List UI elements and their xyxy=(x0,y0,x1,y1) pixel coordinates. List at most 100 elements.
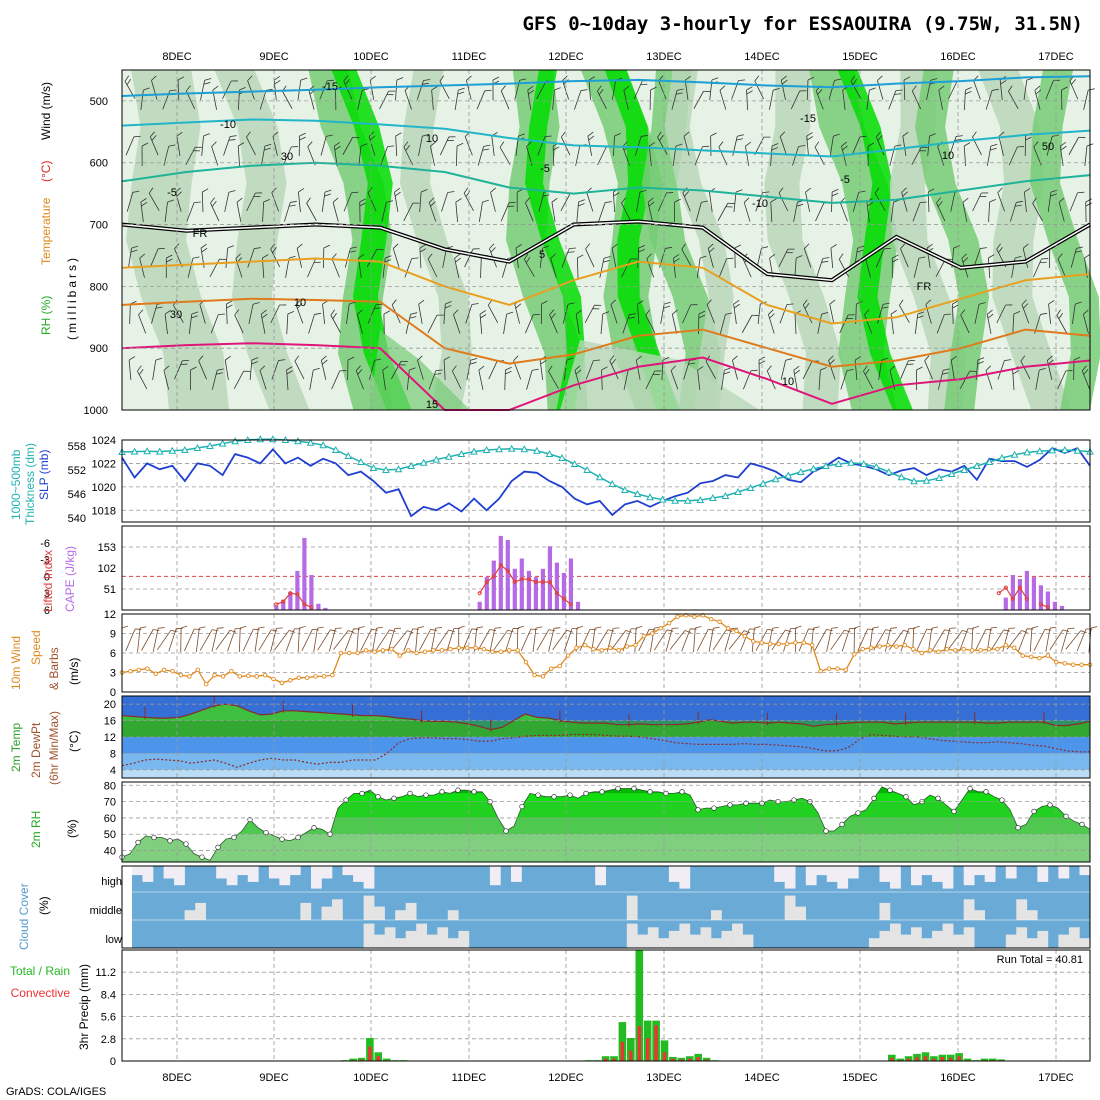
thickness-tick: 552 xyxy=(68,465,86,477)
wind-speed-marker xyxy=(885,642,891,648)
rh-label: RH (%) xyxy=(39,296,53,335)
wind-barb xyxy=(1081,365,1091,390)
precip-total-bar xyxy=(980,1058,989,1061)
wind-speed-marker xyxy=(330,672,335,678)
wind-barb xyxy=(778,248,795,268)
cloud-cell xyxy=(1079,938,1091,948)
cloud-cell xyxy=(890,866,901,889)
wind-barb xyxy=(247,75,255,100)
contour-annotation: FR xyxy=(917,281,932,293)
wind-speed-marker xyxy=(852,652,857,657)
dewpoint-band xyxy=(122,753,1090,770)
lifted-index-marker xyxy=(309,605,314,610)
wind-barb xyxy=(379,90,396,110)
wind-barb xyxy=(550,253,557,278)
wind-barb xyxy=(254,626,265,652)
bottom-date-label: 10DEC xyxy=(353,1072,389,1084)
lifted-index-marker xyxy=(1045,605,1051,610)
wind-barb xyxy=(1029,626,1039,652)
wind-barb xyxy=(541,300,548,324)
cloud-cell xyxy=(879,902,891,920)
wind-barb xyxy=(778,187,789,212)
wind-barb xyxy=(455,142,464,167)
wind-speed-marker xyxy=(271,676,276,682)
wind-barb xyxy=(793,365,801,390)
wind-barb xyxy=(516,625,524,653)
wind-barb xyxy=(561,131,571,156)
cape-tick: 102 xyxy=(98,563,116,575)
wind-barb xyxy=(756,246,769,268)
wind-barb xyxy=(549,309,558,334)
rh2m-marker xyxy=(199,854,205,860)
temp-panel: 20 16 12 8 4 xyxy=(104,695,1091,779)
wind-barb xyxy=(911,146,928,166)
contour-annotation: 10 xyxy=(294,297,306,309)
lifted-index-marker xyxy=(505,568,510,573)
precip-total-bar xyxy=(963,1058,972,1061)
pressure-tick: 700 xyxy=(90,220,108,232)
wind-barb xyxy=(285,255,296,278)
cloud-cell xyxy=(963,927,975,948)
thickness-marker xyxy=(784,471,793,479)
precip-convective-bar xyxy=(646,1038,650,1061)
thickness-marker xyxy=(130,447,139,455)
wind-barb xyxy=(320,355,328,380)
wind-speed-marker xyxy=(355,650,360,656)
wind-speed-marker xyxy=(1003,642,1009,648)
wind-barb xyxy=(297,188,305,212)
wind-barb xyxy=(479,310,487,334)
contour-annotation: -10 xyxy=(752,198,768,210)
wind-barb xyxy=(1057,370,1073,390)
wind-barb xyxy=(671,88,684,110)
temp-tick: 20 xyxy=(104,699,116,711)
cape-bar xyxy=(316,603,321,610)
wind-barb xyxy=(294,355,305,380)
wind-barb xyxy=(645,309,656,334)
wind-barb xyxy=(755,629,774,651)
thickness-marker xyxy=(545,449,554,457)
bottom-date-axis: 8DEC 9DEC 10DEC 11DEC 12DEC 13DEC 14DEC 15DEC 16… xyxy=(162,1072,1073,1084)
wind-speed-marker xyxy=(953,648,958,653)
rh2m-marker xyxy=(999,797,1005,803)
wind-barb xyxy=(431,86,438,110)
contour-annotation: 15 xyxy=(426,399,438,411)
cloud-cell xyxy=(868,938,880,948)
wind-barb xyxy=(873,629,892,651)
wind-barb xyxy=(575,309,582,334)
wind-barb xyxy=(635,355,642,380)
freezing-level-line-inner xyxy=(121,220,1091,281)
thickness-marker xyxy=(419,458,428,466)
lifted-index-marker xyxy=(274,602,279,607)
wind-speed-marker xyxy=(506,648,512,653)
rh2m-tick: 40 xyxy=(104,846,116,858)
wind-speed-marker xyxy=(405,648,411,653)
contour-annotation: 5 xyxy=(539,249,545,261)
wind-barb xyxy=(916,366,923,390)
wind-barb xyxy=(669,630,691,650)
rh2m-marker xyxy=(311,825,317,831)
cloud-cell xyxy=(489,866,501,886)
wind-speed-marker xyxy=(145,666,150,671)
cloud-unit-label: (%) xyxy=(37,896,51,915)
cape-bar xyxy=(323,607,328,610)
wind-barb xyxy=(901,187,908,212)
rh2m-marker xyxy=(551,794,557,800)
wind-speed-marker xyxy=(246,673,251,679)
wind-barb xyxy=(552,87,561,110)
wind-speed-marker xyxy=(170,668,175,674)
wind-speed-marker xyxy=(591,646,596,652)
lifted-index-marker xyxy=(1017,585,1023,590)
wind-barb xyxy=(721,367,731,390)
wind-barb xyxy=(585,359,601,380)
lifted-index-marker xyxy=(498,563,503,568)
wind-barb xyxy=(794,255,803,279)
precip-total-bar xyxy=(635,950,644,1061)
cape-panel-frame xyxy=(121,525,1091,611)
contour-annotation: -15 xyxy=(800,113,816,125)
thickness-marker xyxy=(797,467,805,475)
thickness-marker xyxy=(394,465,403,473)
precip-convective-bar xyxy=(704,1059,709,1061)
wind-barb xyxy=(478,365,485,390)
precip-convective-bar xyxy=(637,1026,641,1061)
wind-barb xyxy=(301,628,319,651)
